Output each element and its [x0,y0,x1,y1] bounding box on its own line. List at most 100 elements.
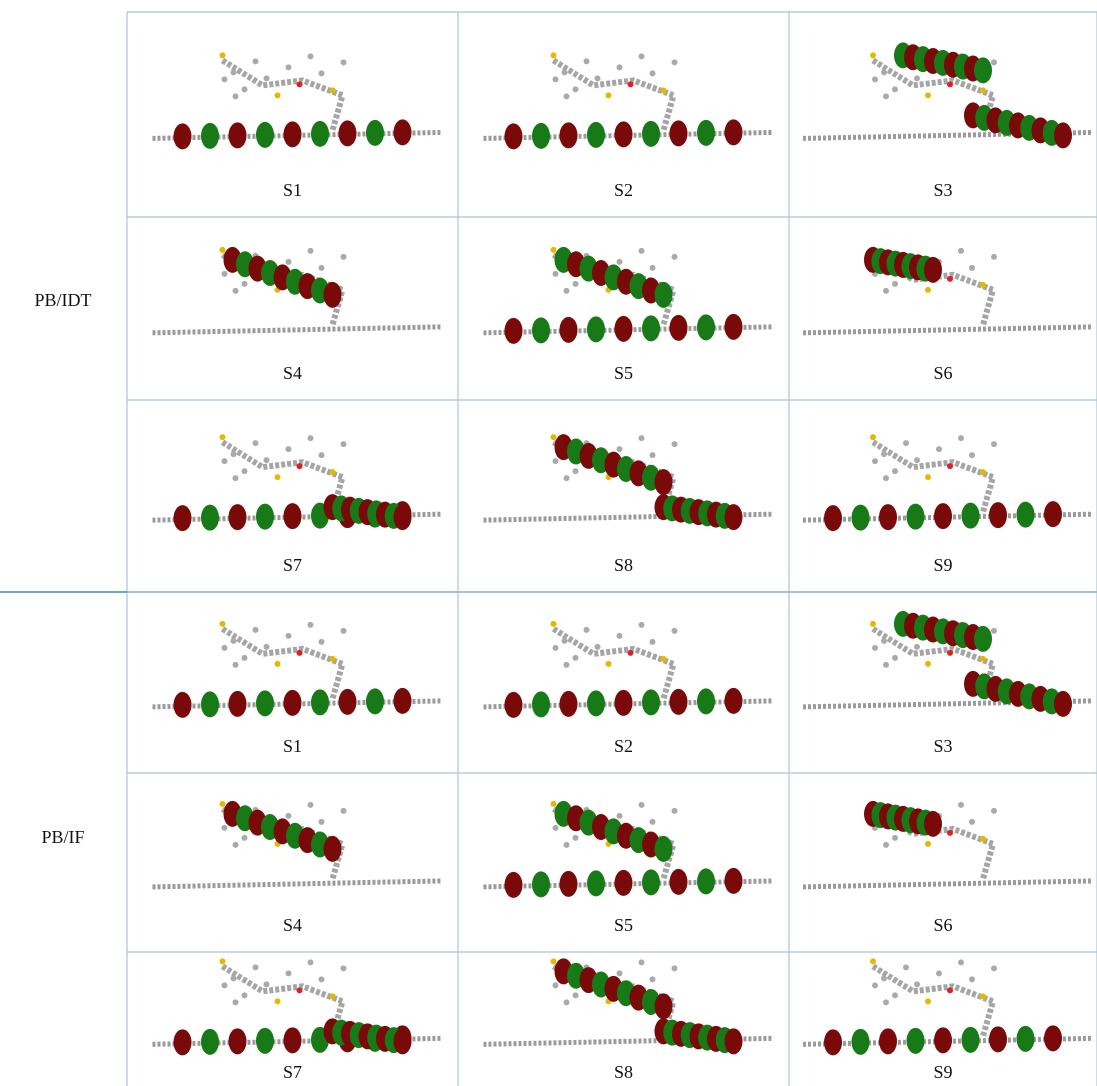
orbital-lobe [725,688,743,714]
atom [980,87,986,93]
atom [661,87,667,93]
atom [991,628,997,634]
table-cell: S7 [153,958,443,1082]
orbital-lobe [642,315,660,341]
orbital-lobe [725,119,743,145]
atom [220,958,226,964]
molecule-image [153,958,443,1055]
orbital-lobe [697,868,715,894]
orbital-lobe [655,993,673,1019]
state-label: S7 [283,555,302,575]
atom [562,638,568,644]
atom [883,842,889,848]
orbital-lobe [229,122,247,148]
atom [925,287,931,293]
orbital-lobe [174,123,192,149]
orbital-lobe [394,688,412,714]
atom [330,656,336,662]
atom [606,661,612,667]
atom [892,992,898,998]
atom [551,801,557,807]
orbital-lobe [1044,501,1062,527]
atom [903,440,909,446]
atom [925,998,931,1004]
atom [264,644,270,650]
atom [925,661,931,667]
atom [286,64,292,70]
atom [870,621,876,627]
backbone [153,881,443,887]
orbital-lobe [560,871,578,897]
backbone [803,327,1093,333]
orbital-lobe [560,122,578,148]
orbital-lobe [615,121,633,147]
atom [617,813,623,819]
atom [892,468,898,474]
atom [341,59,347,65]
orbital-lobe [505,123,523,149]
atom [980,656,986,662]
atom [617,259,623,265]
orbital-lobe [974,57,992,83]
orbital-lobe [284,1027,302,1053]
atom [308,802,314,808]
orbital-lobe [587,870,605,896]
atom [233,662,239,668]
atom [969,819,975,825]
atom [650,70,656,76]
atom [872,458,878,464]
orbital-lobe [615,316,633,342]
orbital-lobe [201,1029,219,1055]
atom [947,276,953,282]
atom [242,835,248,841]
atom [639,622,645,628]
atom [650,639,656,645]
atom [617,970,623,976]
orbital-lobe [587,690,605,716]
orbital-lobe [974,626,992,652]
atom [553,645,559,651]
atom [870,958,876,964]
atom [872,76,878,82]
atom [991,808,997,814]
orbital-lobe [824,505,842,531]
state-label: S6 [933,363,952,383]
orbital-lobe [366,688,384,714]
table-cell: S9 [803,958,1093,1082]
molecule-image [484,621,774,718]
atom [650,265,656,271]
state-label: S8 [614,1062,633,1082]
atom [639,802,645,808]
atom [947,463,953,469]
atom [319,265,325,271]
molecule-image [153,52,443,149]
atom [551,247,557,253]
table-cell: S4 [153,247,443,383]
atom [892,655,898,661]
atom [969,976,975,982]
orbital-lobe [229,504,247,530]
orbital-lobe [655,282,673,308]
atom [553,76,559,82]
orbital-lobe [324,282,342,308]
atom [991,965,997,971]
molecule-image [803,611,1093,717]
atom [914,981,920,987]
orbital-lobe [879,1028,897,1054]
atom [617,446,623,452]
orbital-lobe [311,689,329,715]
orbital-lobe [934,1027,952,1053]
atom [573,468,579,474]
orbital-lobe [907,1028,925,1054]
atom [870,52,876,58]
atom [297,81,303,87]
atom [958,959,964,965]
atom [650,452,656,458]
orbital-lobe [284,503,302,529]
orbital-lobe [1044,1025,1062,1051]
figure-table: PB/IDTS1S2S3S4S5S6S7S8S9PB/IFS1S2S3S4S5S… [0,0,1097,1086]
orbital-lobe [697,314,715,340]
atom [584,58,590,64]
atom [564,999,570,1005]
atom [231,975,237,981]
